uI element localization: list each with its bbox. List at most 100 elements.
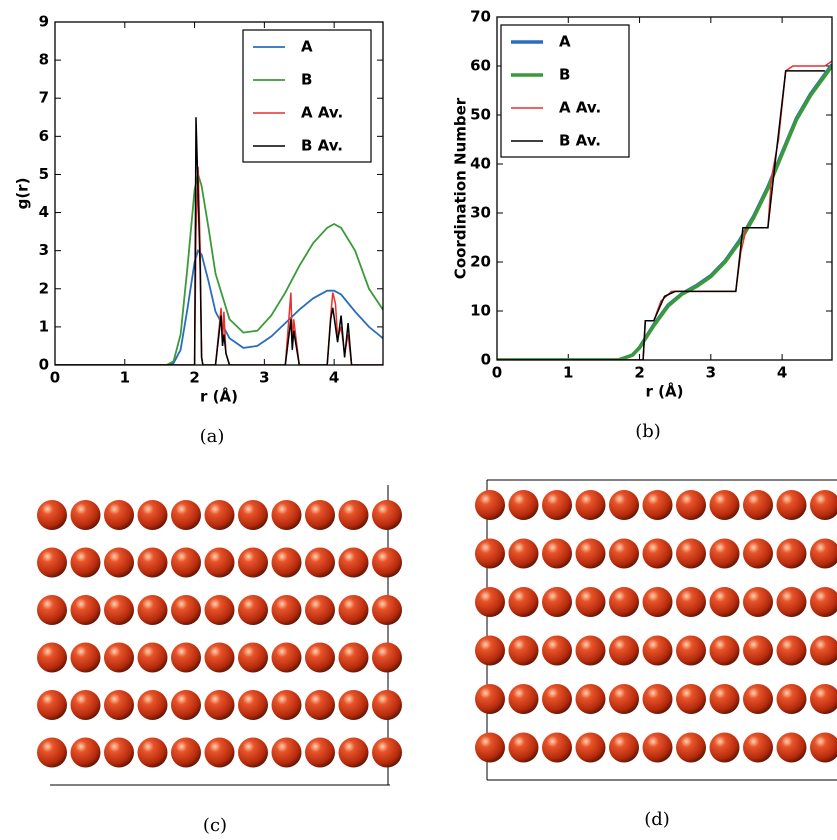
- atom: [305, 690, 335, 720]
- x-tick-label: 4: [329, 369, 339, 387]
- atom: [372, 595, 402, 625]
- atom: [137, 690, 168, 720]
- atom: [305, 500, 335, 530]
- atom: [575, 732, 606, 763]
- y-tick-label: 8: [39, 51, 49, 69]
- atom: [508, 587, 539, 617]
- atom: [271, 500, 302, 530]
- atom: [338, 595, 369, 625]
- caption: (b): [635, 421, 661, 442]
- x-tick-label: 1: [563, 364, 573, 382]
- legend-label: A: [301, 38, 313, 56]
- atom: [676, 635, 706, 666]
- atom: [676, 538, 706, 569]
- y-tick-label: 0: [39, 356, 49, 374]
- atom: [37, 595, 67, 625]
- atom: [508, 684, 539, 714]
- atom: [137, 547, 168, 578]
- atom: [171, 690, 201, 720]
- x-tick-label: 3: [706, 364, 716, 382]
- atom: [475, 732, 505, 763]
- legend-label: A Av.: [559, 99, 601, 117]
- atom: [37, 547, 67, 578]
- x-tick-label: 2: [189, 369, 199, 387]
- atom: [238, 595, 268, 625]
- atom: [338, 547, 369, 578]
- atom: [743, 732, 773, 763]
- atom: [372, 547, 402, 578]
- atom: [305, 737, 335, 768]
- atom: [810, 538, 837, 569]
- x-tick-label: 1: [120, 369, 130, 387]
- x-tick-label: 2: [634, 364, 644, 382]
- atom: [305, 642, 335, 673]
- y-tick-label: 1: [39, 317, 49, 335]
- atom: [776, 732, 807, 763]
- y-tick-label: 40: [470, 155, 491, 173]
- series-line: [55, 248, 383, 365]
- y-axis-label: Coordination Number: [452, 97, 470, 279]
- atom: [37, 737, 67, 768]
- atom: [37, 500, 67, 530]
- y-tick-label: 70: [470, 8, 491, 26]
- atom: [171, 737, 201, 768]
- atom: [204, 737, 235, 768]
- atom: [104, 690, 134, 720]
- atom: [508, 635, 539, 666]
- atom: [271, 547, 302, 578]
- atom: [137, 642, 168, 673]
- atom: [204, 595, 235, 625]
- atom: [171, 547, 201, 578]
- atom: [104, 500, 134, 530]
- atom: [372, 642, 402, 673]
- y-axis-label: g(r): [14, 178, 32, 210]
- atom: [609, 490, 639, 520]
- series-line: [497, 70, 825, 360]
- atom: [642, 732, 673, 763]
- atom: [338, 500, 369, 530]
- atom: [642, 538, 673, 569]
- y-tick-label: 3: [39, 241, 49, 259]
- atom: [676, 732, 706, 763]
- atom: [238, 547, 268, 578]
- caption: (a): [200, 426, 225, 447]
- atom: [542, 538, 572, 569]
- atom: [238, 500, 268, 530]
- atom: [137, 595, 168, 625]
- series-line: [55, 170, 383, 365]
- atom: [475, 635, 505, 666]
- atom: [642, 635, 673, 666]
- atom: [305, 547, 335, 578]
- legend-label: B: [301, 71, 312, 89]
- atom: [676, 684, 706, 714]
- atom: [542, 490, 572, 520]
- caption: (c): [203, 815, 227, 836]
- x-tick-label: 3: [259, 369, 269, 387]
- atom: [171, 642, 201, 673]
- y-tick-label: 7: [39, 89, 49, 107]
- plot-frame: [54, 21, 384, 366]
- atom: [37, 690, 67, 720]
- atom: [508, 490, 539, 520]
- atom: [338, 690, 369, 720]
- atom: [676, 587, 706, 617]
- x-tick-label: 4: [777, 364, 787, 382]
- series-line: [55, 117, 383, 365]
- atom: [338, 642, 369, 673]
- y-tick-label: 4: [39, 203, 49, 221]
- atom: [238, 690, 268, 720]
- x-tick-label: 0: [492, 364, 502, 382]
- atom: [271, 690, 302, 720]
- atom: [238, 737, 268, 768]
- atom: [609, 635, 639, 666]
- atom: [271, 737, 302, 768]
- atom: [104, 737, 134, 768]
- atom: [743, 635, 773, 666]
- legend-label: B Av.: [301, 137, 343, 155]
- atom: [70, 642, 101, 673]
- atom: [776, 538, 807, 569]
- atom: [575, 490, 606, 520]
- atom: [642, 587, 673, 617]
- atom: [137, 737, 168, 768]
